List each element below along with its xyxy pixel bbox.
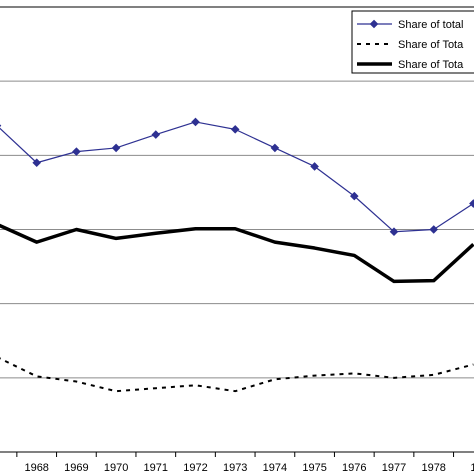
data-point [389, 227, 399, 237]
x-tick-label: 1974 [263, 462, 287, 474]
series-1 [0, 117, 474, 237]
legend-item: Share of Tota [357, 59, 464, 71]
legend-label: Share of total [398, 19, 463, 31]
x-tick-label: 1973 [223, 462, 247, 474]
x-tick-label: 1971 [144, 462, 168, 474]
legend: Share of total Share of Tota Share of Tota [351, 10, 474, 74]
x-tick-label: 1970 [104, 462, 128, 474]
x-tick-label: 1969 [64, 462, 88, 474]
series-3 [0, 223, 474, 284]
data-point [349, 191, 359, 201]
data-point [469, 199, 474, 208]
data-point [151, 130, 161, 139]
data-point [310, 162, 319, 171]
x-tick-label: 1976 [342, 462, 366, 474]
legend-item: Share of total [357, 19, 463, 31]
legend-marker [369, 19, 379, 29]
x-tick-label: 1975 [302, 462, 326, 474]
data-point [111, 143, 121, 153]
data-point [32, 158, 42, 168]
x-axis: 7196819691970197119721973197419751976197… [0, 452, 474, 474]
data-point [72, 147, 81, 156]
series-line [0, 223, 474, 284]
data-point [429, 225, 439, 234]
data-point [270, 143, 280, 153]
x-tick-label: 1978 [421, 462, 445, 474]
x-tick-label: 1977 [382, 462, 406, 474]
legend-label: Share of Tota [398, 39, 464, 51]
series-2 [0, 357, 474, 393]
data-point [230, 125, 240, 134]
x-tick-label: 1 [470, 462, 474, 474]
x-tick-label: 1968 [24, 462, 48, 474]
series-line [0, 357, 474, 393]
series-layer [0, 117, 474, 393]
data-point [0, 124, 2, 127]
legend-item: Share of Tota [357, 39, 464, 51]
data-point [191, 117, 200, 127]
legend-label: Share of Tota [398, 59, 464, 71]
x-tick-label: 1972 [183, 462, 207, 474]
